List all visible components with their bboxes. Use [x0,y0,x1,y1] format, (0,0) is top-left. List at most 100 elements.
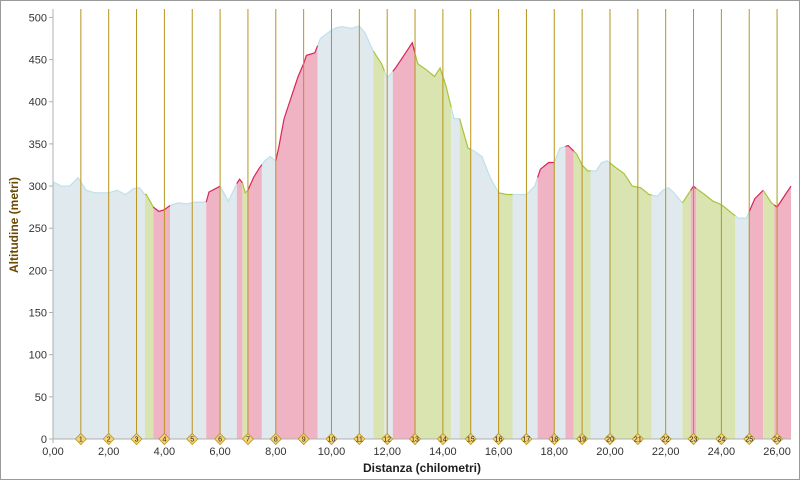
km-marker-diamond-26 [771,432,784,446]
km-marker-label-14: 14 [439,437,447,444]
km-marker-label-20: 20 [606,437,614,444]
segment-flat-11 [317,25,374,440]
y-tick-label-450: 450 [29,55,47,67]
profile-line-climb-23 [565,144,575,152]
x-tick-labels: 0,00 2,00 4,00 6,00 8,00 10,00 12,00 14,00 16,00… [42,439,791,458]
segment-flat-18 [470,149,499,439]
km-marker-diamond-10 [325,432,338,446]
profile-lines [52,25,792,219]
km-marker-labels: 1 2 3 4 5 6 7 8 9 10 11 12 13 14 15 16 17 18 19 20 21 22 23 24 2… [74,432,799,446]
km-marker-label-15: 15 [467,437,475,444]
x-axis-title: Distanza (chilometri) [363,461,481,475]
y-tick-label-150: 150 [29,308,47,320]
profile-line-flat-11 [317,25,374,52]
profile-line-climb-10 [275,45,319,161]
segment-climb-23 [565,145,574,439]
km-marker-diamond-15 [464,432,477,446]
km-marker-label-17: 17 [523,437,531,444]
segment-descent-33 [763,190,775,439]
profile-line-flat-31 [734,211,750,219]
segment-climb-2 [153,205,170,439]
profile-line-descent-19 [498,192,513,196]
x-tick-label-10,00: 10,00 [318,446,346,458]
profile-line-descent-12 [372,50,385,72]
segment-descent-19 [498,192,513,439]
profile-line-climb-34 [773,185,792,208]
x-tick-label-0,00: 0,00 [42,446,63,458]
profile-line-climb-21 [537,161,555,178]
km-marker-label-22: 22 [662,437,670,444]
profile-line-descent-33 [762,189,775,206]
segment-climb-34 [774,186,791,439]
profile-line-flat-5 [219,183,238,203]
km-marker-label-3: 3 [135,437,139,444]
segment-flat-25 [590,160,610,440]
km-marker-label-13: 13 [411,437,419,444]
segment-fills [53,25,791,440]
x-tick-label-16,00: 16,00 [485,446,513,458]
segment-climb-14 [392,42,415,439]
km-marker-diamond-12 [381,432,394,446]
segment-flat-31 [735,211,750,439]
y-tick-label-0: 0 [41,434,47,446]
segment-flat-13 [384,71,393,439]
y-tick-label-500: 500 [29,12,47,24]
y-tick-label-400: 400 [29,97,47,109]
y-tick-label-350: 350 [29,139,47,151]
segment-flat-0 [53,177,145,439]
profile-line-flat-16 [450,107,460,120]
y-tick-label-50: 50 [35,392,47,404]
profile-line-flat-9 [261,155,277,165]
km-marker-label-16: 16 [495,437,503,444]
segment-descent-30 [696,188,736,439]
segment-descent-26 [610,163,652,439]
segment-climb-32 [749,190,764,439]
segment-climb-8 [247,164,262,439]
km-marker-label-26: 26 [773,437,781,444]
km-marker-label-23: 23 [690,437,698,444]
km-marker-label-8: 8 [274,437,278,444]
km-marker-label-2: 2 [107,437,111,444]
profile-line-flat-18 [470,148,500,194]
km-marker-diamond-22 [659,432,672,446]
profile-line-flat-3 [169,201,207,207]
km-marker-diamond-4 [158,432,171,446]
x-tick-label-6,00: 6,00 [209,446,230,458]
x-tick-label-8,00: 8,00 [265,446,286,458]
profile-line-climb-2 [152,205,171,213]
x-tick-label-20,00: 20,00 [596,446,624,458]
segment-flat-27 [651,187,683,439]
km-marker-lines [80,9,778,439]
x-tick-label-18,00: 18,00 [541,446,569,458]
profile-line-descent-28 [681,189,692,204]
segment-descent-28 [682,190,691,439]
y-tick-label-300: 300 [29,181,47,193]
km-marker-label-12: 12 [383,437,391,444]
x-tick-label-22,00: 22,00 [652,446,680,458]
km-marker-label-21: 21 [634,437,642,444]
profile-line-climb-8 [247,164,263,191]
y-tick-labels: 0 50 100 150 200 250 300 350 400 450 500 [29,12,53,446]
y-tick-label-200: 200 [29,265,47,277]
profile-line-climb-6 [236,178,243,184]
segment-descent-12 [373,51,385,439]
km-marker-diamond-11 [353,432,366,446]
profile-line-descent-1 [144,193,154,208]
km-marker-label-18: 18 [550,437,558,444]
y-axis-title: Altitudine (metri) [7,177,21,273]
km-marker-diamond-24 [715,432,728,446]
km-marker-label-24: 24 [717,437,725,444]
km-marker-diamond-3 [130,432,143,446]
km-marker-diamond-14 [436,432,449,446]
km-marker-label-5: 5 [190,437,194,444]
km-marker-diamond-20 [603,432,617,446]
km-marker-label-10: 10 [328,437,336,444]
x-tick-label-24,00: 24,00 [708,446,736,458]
profile-line-climb-4 [205,185,221,203]
segment-descent-7 [242,182,248,439]
segment-climb-10 [275,45,318,439]
segment-flat-3 [170,202,207,439]
segment-flat-20 [512,177,538,439]
km-marker-diamond-23 [687,432,700,446]
segment-descent-15 [415,53,452,440]
